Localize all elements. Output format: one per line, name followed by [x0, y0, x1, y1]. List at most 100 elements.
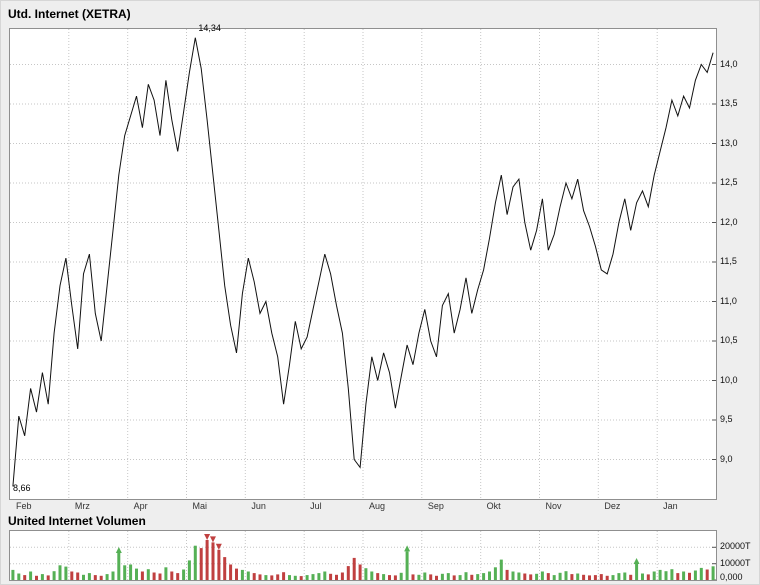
- volume-bar: [35, 575, 38, 580]
- x-axis-label: Okt: [486, 501, 501, 511]
- volume-bar: [58, 565, 62, 580]
- volume-bar: [623, 572, 627, 580]
- volume-bar: [288, 575, 291, 580]
- volume-up-arrow-icon: [633, 557, 640, 564]
- volume-bar: [505, 569, 509, 580]
- volume-bar: [435, 575, 438, 580]
- volume-bar: [82, 574, 85, 580]
- volume-bar: [493, 567, 497, 580]
- volume-bar: [523, 573, 527, 580]
- volume-bar: [158, 573, 162, 580]
- volume-bar: [423, 572, 427, 580]
- price-line-chart: [10, 29, 716, 499]
- volume-bar: [370, 571, 374, 580]
- volume-down-arrow-icon: [209, 536, 216, 543]
- price-chart-title: Utd. Internet (XETRA): [8, 7, 131, 21]
- volume-bar: [688, 572, 691, 580]
- price-line: [12, 37, 714, 487]
- volume-bar: [252, 573, 256, 580]
- volume-bar: [140, 571, 144, 580]
- volume-bar: [40, 574, 44, 580]
- volume-bar: [576, 573, 580, 580]
- price-y-axis-label: 11,0: [720, 295, 737, 306]
- x-axis-label: Jul: [310, 501, 322, 511]
- x-axis-label: Mai: [192, 501, 208, 511]
- volume-bar: [682, 571, 686, 580]
- volume-bar: [664, 571, 668, 580]
- volume-bar: [605, 575, 609, 580]
- annotation-high: 14,34: [198, 22, 221, 33]
- volume-bar: [276, 574, 280, 580]
- volume-bar: [152, 572, 156, 580]
- volume-bar: [182, 569, 186, 580]
- volume-bar: [499, 559, 503, 580]
- volume-chart-title: United Internet Volumen: [8, 514, 146, 528]
- volume-bar: [476, 574, 480, 580]
- x-axis-label: Aug: [369, 501, 386, 511]
- volume-bar: [17, 573, 21, 580]
- volume-bar: [187, 560, 191, 580]
- volume-bar: [193, 545, 197, 580]
- volume-down-arrow-icon: [204, 533, 211, 540]
- volume-bar: [346, 566, 350, 580]
- volume-bar: [199, 548, 203, 580]
- volume-bar: [599, 574, 603, 580]
- volume-bar: [417, 574, 421, 580]
- volume-bar: [705, 569, 709, 580]
- volume-bar: [617, 573, 621, 580]
- volume-bar: [323, 571, 327, 580]
- volume-bar: [264, 575, 268, 580]
- price-y-axis-label: 13,5: [720, 98, 738, 109]
- volume-bar: [223, 557, 227, 580]
- x-axis-label: Sep: [427, 501, 444, 511]
- volume-bar: [99, 575, 103, 580]
- volume-bar: [29, 571, 33, 580]
- volume-bar: [546, 573, 550, 580]
- price-y-axis-label: 11,5: [720, 256, 737, 267]
- price-y-axis-label: 9,5: [720, 414, 733, 424]
- volume-bar: [488, 571, 491, 580]
- volume-bar: [693, 570, 697, 580]
- price-y-axis-label: 13,0: [720, 137, 738, 148]
- volume-bar: [52, 571, 56, 580]
- volume-bar: [240, 569, 244, 580]
- volume-bar: [340, 572, 344, 580]
- x-axis-label: Nov: [545, 501, 562, 511]
- volume-bar: [711, 566, 715, 580]
- volume-bar: [123, 565, 127, 580]
- volume-down-arrow-icon: [215, 543, 222, 550]
- volume-bar: [511, 571, 515, 580]
- volume-bar: [170, 571, 174, 580]
- volume-bar: [299, 576, 303, 580]
- volume-bar: [11, 569, 15, 580]
- volume-bar: [388, 575, 391, 580]
- volume-bar: [46, 575, 50, 580]
- volume-bar: [70, 571, 74, 580]
- volume-bar: [282, 572, 286, 580]
- price-plot-area: [9, 28, 717, 500]
- volume-bar: [429, 574, 433, 580]
- volume-bar: [405, 551, 409, 580]
- volume-up-arrow-icon: [115, 547, 122, 554]
- volume-bar: [564, 571, 568, 580]
- volume-bar: [105, 574, 109, 580]
- volume-bar: [135, 568, 138, 580]
- volume-bar: [670, 569, 674, 580]
- volume-bar: [611, 575, 615, 580]
- volume-bar: [593, 575, 597, 580]
- volume-bar: [452, 575, 456, 580]
- volume-bar: [311, 574, 315, 580]
- x-axis-label: Dez: [604, 501, 621, 511]
- x-axis-label: Jun: [251, 501, 266, 511]
- volume-bar: [699, 567, 703, 580]
- volume-y-axis-label: 20000T: [720, 541, 751, 552]
- volume-bar: [376, 573, 380, 580]
- volume-bar: [446, 573, 450, 580]
- volume-bar: [329, 573, 333, 580]
- volume-bar: [440, 573, 444, 580]
- volume-bar: [646, 574, 650, 580]
- volume-bar: [335, 574, 338, 580]
- volume-bar: [676, 573, 680, 580]
- volume-bar: [529, 574, 533, 580]
